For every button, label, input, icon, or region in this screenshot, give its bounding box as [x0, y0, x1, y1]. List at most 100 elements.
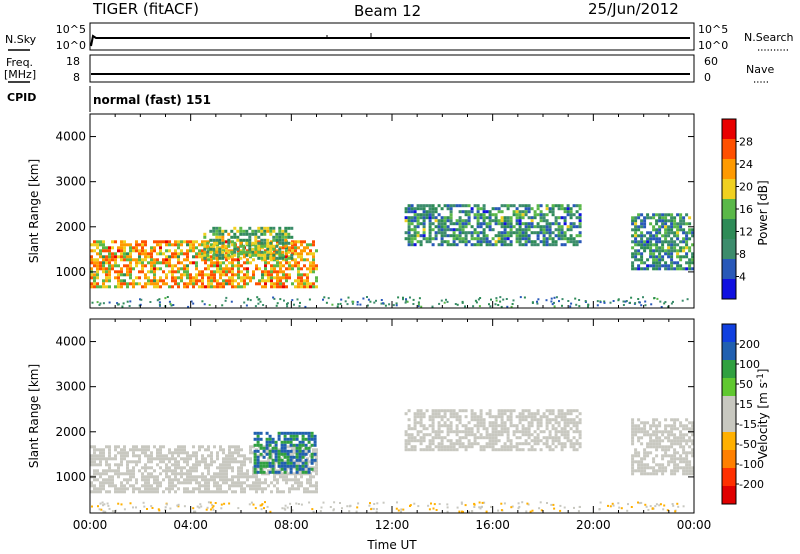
power-speckle — [283, 299, 285, 302]
velocity-echo-cell — [210, 451, 213, 455]
power-echo-cell — [162, 270, 165, 274]
power-echo-cell — [536, 213, 540, 217]
power-echo-cell — [631, 252, 635, 256]
velocity-echo-cell — [262, 461, 266, 465]
velocity-echo-cell — [563, 427, 567, 431]
velocity-echo-cell — [488, 415, 492, 419]
velocity-echo-cell — [253, 437, 257, 441]
power-echo-cell — [306, 246, 309, 250]
power-echo-cell — [428, 225, 432, 229]
velocity-echo-cell — [123, 457, 126, 461]
velocity-echo-cell — [536, 418, 540, 422]
velocity-echo-cell — [428, 424, 432, 428]
velocity-echo-cell — [249, 457, 252, 461]
velocity-echo-cell — [464, 436, 468, 440]
velocity-echo-cell — [407, 424, 411, 428]
velocity-echo-cell — [455, 442, 459, 446]
velocity-echo-cell — [117, 466, 120, 470]
power-echo-cell — [509, 225, 513, 229]
velocity-echo-cell — [141, 484, 144, 488]
velocity-echo-cell — [530, 418, 534, 422]
power-echo-cell — [518, 231, 522, 235]
velocity-x-axis: 00:00 04:00 08:00 12:00 16:00 20:00 00:00 — [73, 319, 711, 532]
velocity-echo-cell — [446, 445, 450, 449]
power-echo-cell — [276, 264, 279, 268]
velocity-echo-cell — [479, 409, 483, 413]
velocity-echo-cell — [518, 412, 522, 416]
velocity-echo-cell — [283, 464, 287, 468]
velocity-echo-cell — [509, 424, 513, 428]
power-speckle — [221, 304, 224, 307]
velocity-echo-cell — [262, 446, 266, 450]
power-echo-cell — [476, 225, 480, 229]
power-echo-cell — [233, 226, 237, 230]
velocity-echo-cell — [434, 430, 438, 434]
power-echo-cell — [147, 255, 150, 259]
power-echo-cell — [201, 279, 204, 283]
velocity-speckle — [611, 502, 614, 505]
power-echo-cell — [263, 229, 267, 233]
velocity-echo-cell — [258, 487, 261, 491]
velocity-echo-cell — [575, 442, 579, 446]
power-echo-cell — [557, 222, 561, 226]
velocity-echo-cell — [237, 478, 240, 482]
velocity-echo-cell — [285, 475, 288, 479]
power-echo-cell — [135, 240, 138, 244]
velocity-echo-cell — [533, 436, 537, 440]
power-speckle — [495, 299, 498, 302]
power-echo-cell — [105, 285, 108, 289]
power-echo-cell — [533, 231, 537, 235]
velocity-echo-cell — [473, 412, 477, 416]
power-echo-cell — [464, 240, 468, 244]
velocity-echo-cell — [455, 415, 459, 419]
velocity-speckle — [461, 510, 463, 513]
power-echo-cell — [195, 261, 198, 265]
velocity-echo-cell — [509, 418, 513, 422]
velocity-echo-cell — [536, 424, 540, 428]
power-echo-cell — [431, 222, 435, 226]
power-echo-cell — [428, 219, 432, 223]
velocity-echo-cell — [506, 448, 510, 452]
power-echo-cell — [527, 237, 531, 241]
velocity-echo-cell — [195, 475, 198, 479]
velocity-echo-cell — [219, 472, 222, 476]
power-echo-cell — [261, 285, 264, 289]
power-echo-cell — [467, 216, 471, 220]
power-echo-cell — [524, 213, 528, 217]
power-echo-cell — [222, 273, 225, 277]
power-speckle — [395, 302, 398, 305]
power-echo-cell — [153, 270, 156, 274]
velocity-colorbar-segment — [722, 450, 736, 469]
velocity-echo-cell — [673, 451, 677, 455]
velocity-echo-cell — [419, 439, 423, 443]
nave-tick-top: 60 — [704, 55, 718, 68]
power-speckle — [404, 301, 407, 304]
power-echo-cell — [497, 210, 501, 214]
velocity-echo-cell — [198, 463, 201, 467]
power-echo-cell — [506, 237, 510, 241]
power-echo-cell — [267, 279, 270, 283]
power-echo-cell — [276, 279, 279, 283]
velocity-echo-cell — [551, 448, 555, 452]
power-speckle — [569, 305, 572, 308]
power-echo-cell — [539, 228, 543, 232]
velocity-echo-cell — [470, 433, 474, 437]
power-echo-cell — [245, 253, 249, 257]
power-echo-cell — [569, 216, 573, 220]
velocity-echo-cell — [298, 431, 302, 435]
power-speckle — [596, 300, 599, 303]
velocity-echo-cell — [105, 457, 108, 461]
velocity-echo-cell — [286, 437, 290, 441]
velocity-echo-cell — [551, 409, 555, 413]
power-echo-cell — [213, 285, 216, 289]
velocity-speckle — [211, 506, 214, 509]
power-echo-cell — [120, 279, 123, 283]
velocity-echo-cell — [147, 490, 150, 494]
power-echo-cell — [413, 237, 417, 241]
velocity-echo-cell — [575, 415, 579, 419]
velocity-speckle — [521, 501, 524, 504]
velocity-echo-cell — [679, 442, 683, 446]
velocity-echo-cell — [449, 445, 453, 449]
power-echo-cell — [228, 267, 231, 271]
power-echo-cell — [646, 237, 650, 241]
